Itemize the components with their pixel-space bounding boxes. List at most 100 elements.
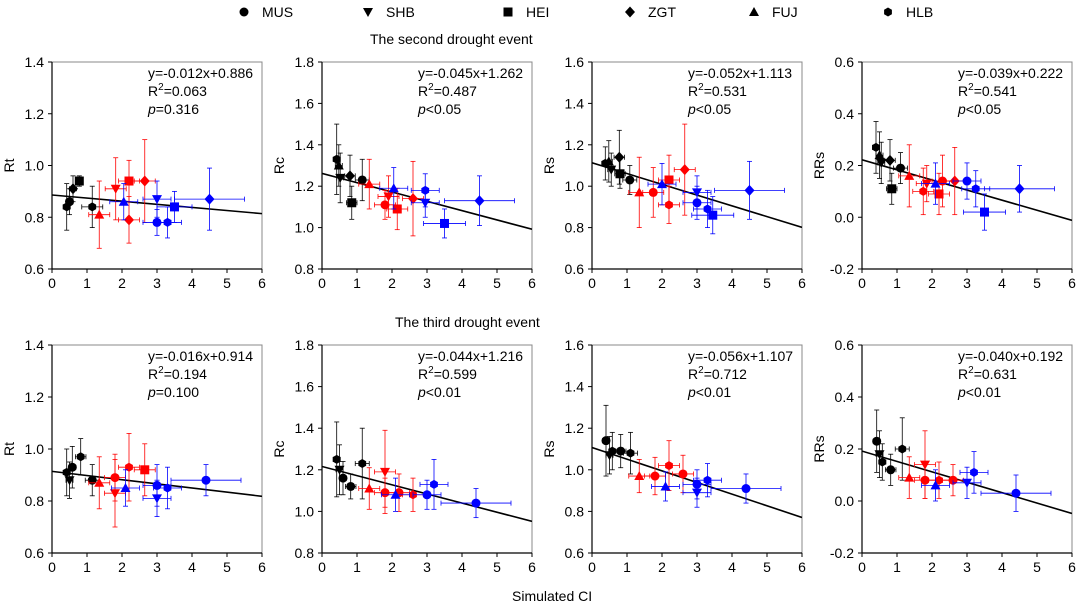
- x-tick-label: 1: [893, 559, 901, 575]
- point-marker-triangle-up: [390, 489, 401, 499]
- panels: 0 1 2 3 4 5 60.60.81.01.21.4Rty=-0.012x+0.886R…: [1, 54, 1076, 575]
- point-marker-triangle-down: [335, 173, 346, 183]
- point-marker-diamond: [204, 193, 215, 205]
- data-point: [614, 158, 626, 189]
- data-point: [604, 436, 615, 475]
- point-marker-diamond: [1014, 183, 1025, 195]
- point-marker-hexagon: [62, 467, 71, 477]
- data-point: [412, 479, 442, 510]
- y-tick-label: 0.8: [295, 545, 315, 561]
- x-tick-label: 2: [118, 275, 126, 291]
- data-point: [893, 152, 908, 185]
- point-marker-triangle-down: [110, 184, 121, 194]
- regression-equation: y=-0.052x+1.113: [688, 65, 792, 81]
- point-marker-circle: [346, 481, 356, 491]
- legend-label: ZGT: [648, 4, 676, 20]
- point-marker-triangle-down: [152, 494, 162, 504]
- x-tick-label: 2: [658, 559, 666, 575]
- data-point: [345, 473, 357, 500]
- x-tick-label: 0: [318, 275, 326, 291]
- y-tick-label: 0.0: [835, 209, 855, 225]
- point-marker-diamond: [614, 151, 625, 163]
- r-squared: R2=0.712: [688, 365, 747, 382]
- data-point: [691, 196, 735, 235]
- x-tick-label: 2: [928, 275, 936, 291]
- point-marker-diamond: [124, 214, 134, 226]
- y-tick-label: 1.4: [295, 420, 315, 436]
- point-marker-circle: [601, 436, 611, 446]
- point-marker-hexagon: [971, 184, 980, 194]
- legend-item-shb: SHB: [363, 4, 415, 20]
- x-tick-label: 1: [353, 275, 361, 291]
- y-tick-label: 1.2: [295, 462, 315, 478]
- p-value: p=0.316: [147, 101, 199, 117]
- data-point: [874, 131, 885, 179]
- y-tick-label: 1.4: [25, 337, 45, 353]
- point-marker-diamond: [345, 170, 355, 182]
- x-tick-label: 6: [798, 559, 806, 575]
- y-tick-label: 1.6: [565, 54, 585, 70]
- legend-item-mus: MUS: [239, 4, 293, 20]
- y-tick-label: 0.6: [25, 545, 45, 561]
- point-marker-hexagon: [703, 475, 712, 485]
- data-point: [133, 443, 156, 497]
- x-tick-label: 3: [693, 275, 701, 291]
- point-marker-diamond: [679, 164, 690, 176]
- data-point: [332, 421, 341, 498]
- data-point: [898, 456, 921, 499]
- y-tick-label: 1.2: [25, 389, 45, 405]
- point-marker-hexagon: [665, 461, 673, 471]
- panel-rs-second-event: 0 1 2 3 4 5 6 0.6 0.8 1.0 1.2 1.4 1.6 Rs y=-0.052x+1.1…: [541, 54, 806, 291]
- y-axis-label: Rc: [271, 440, 287, 457]
- point-marker-hexagon: [430, 479, 438, 489]
- point-marker-triangle-down: [606, 165, 617, 175]
- p-value: p=0.100: [147, 384, 199, 400]
- point-marker-triangle-down: [692, 488, 702, 498]
- y-tick-label: 0.4: [835, 389, 855, 405]
- legend-label: HEI: [526, 4, 549, 20]
- y-tick-label: 0.8: [25, 493, 45, 509]
- regression-equation: y=-0.040x+0.192: [958, 348, 1063, 364]
- x-tick-label: 2: [928, 559, 936, 575]
- y-tick-label: 1.0: [25, 158, 45, 174]
- data-point: [440, 488, 512, 519]
- point-marker-triangle-up: [118, 196, 129, 206]
- point-marker-hexagon: [665, 200, 673, 210]
- point-marker-hexagon: [125, 462, 133, 472]
- common-x-axis-label: Simulated CI: [512, 588, 592, 604]
- y-tick-label: 0.6: [565, 261, 585, 277]
- y-axis-label: RRs: [811, 435, 827, 462]
- point-marker-square: [140, 465, 150, 475]
- point-marker-circle: [380, 200, 390, 210]
- legend-marker-triangle-down: [363, 8, 373, 17]
- point-marker-triangle-down: [380, 467, 390, 477]
- point-marker-triangle-up: [120, 483, 131, 492]
- data-point: [647, 163, 677, 206]
- y-tick-label: 1.4: [565, 95, 585, 111]
- point-marker-diamond: [139, 175, 150, 187]
- x-tick-label: 0: [858, 559, 866, 575]
- panel-rrs-third-event: 0 1 2 3 4 5 6 -0.2 0.0 0.2 0.4 0.6 RRs y=-0.040x+0.19…: [811, 337, 1076, 575]
- x-tick-label: 2: [388, 275, 396, 291]
- y-tick-label: 1.0: [295, 220, 315, 236]
- data-point: [170, 464, 242, 497]
- x-tick-label: 6: [258, 275, 266, 291]
- point-marker-circle: [422, 490, 432, 500]
- legend-label: FUJ: [772, 4, 798, 20]
- data-point: [628, 156, 651, 229]
- data-point: [118, 196, 140, 244]
- x-tick-label: 4: [188, 559, 196, 575]
- x-tick-label: 5: [493, 275, 501, 291]
- y-axis-label: Rt: [1, 158, 17, 172]
- point-marker-circle: [625, 175, 635, 185]
- point-marker-diamond: [744, 184, 755, 196]
- x-tick-label: 6: [528, 559, 536, 575]
- point-marker-triangle-up: [333, 160, 344, 170]
- point-marker-square: [980, 207, 989, 217]
- y-tick-label: 0.8: [565, 503, 585, 519]
- y-tick-label: 1.0: [565, 462, 585, 478]
- point-marker-hexagon: [608, 446, 617, 456]
- point-marker-circle: [678, 469, 688, 479]
- point-marker-circle: [338, 473, 348, 483]
- x-tick-label: 3: [153, 559, 161, 575]
